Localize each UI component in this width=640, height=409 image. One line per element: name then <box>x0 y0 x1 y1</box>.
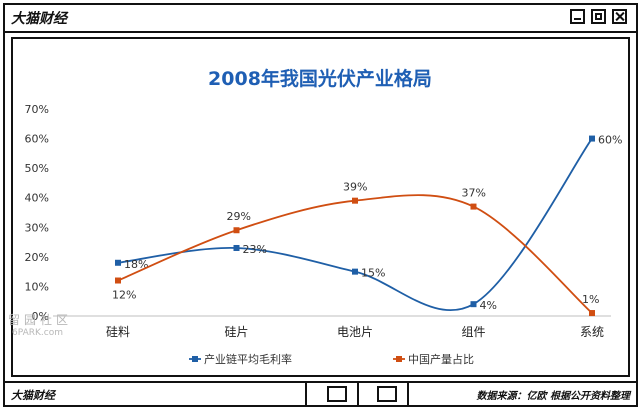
status-cell <box>377 386 397 402</box>
footer-brand: 大猫财经 <box>11 389 55 402</box>
legend-swatch-marker <box>396 356 402 362</box>
data-point <box>233 244 240 251</box>
chart-title: 2008年我国光伏产业格局 <box>208 67 432 90</box>
y-tick-label: 20% <box>25 251 49 264</box>
status-bar: 大猫财经 数据来源：亿欧 根据公开资料整理 <box>5 381 636 407</box>
y-tick-label: 50% <box>25 162 49 175</box>
y-tick-label: 60% <box>25 133 49 146</box>
data-source: 数据来源：亿欧 根据公开资料整理 <box>476 391 630 402</box>
window-title: 大猫财经 <box>11 11 67 27</box>
legend-label: 产业链平均毛利率 <box>204 352 292 366</box>
x-tick-label: 系统 <box>580 325 604 339</box>
x-tick-label: 组件 <box>461 325 485 339</box>
x-tick-label: 电池片 <box>337 325 373 339</box>
data-label: 37% <box>462 187 486 200</box>
data-label: 18% <box>124 258 148 271</box>
watermark-sub: 6PARK.com <box>12 328 63 338</box>
data-point <box>233 227 240 234</box>
window-frame: 大猫财经 2008年我国光伏产业格局 0% 10% 20% 30% 40% 50% 60% 70… <box>3 3 638 407</box>
x-tick-label: 硅料 <box>106 325 130 339</box>
data-label: 23% <box>243 243 267 256</box>
data-label: 12% <box>112 289 136 302</box>
data-label: 15% <box>361 267 385 280</box>
data-label: 4% <box>480 299 497 312</box>
maximize-icon[interactable] <box>591 9 606 24</box>
watermark: 留园社区 <box>8 313 73 327</box>
data-point <box>589 135 595 142</box>
data-point <box>352 268 358 275</box>
y-tick-label: 70% <box>25 103 49 116</box>
y-tick-label: 30% <box>25 221 49 234</box>
legend-label: 中国产量占比 <box>408 352 474 366</box>
minimize-icon[interactable] <box>570 9 585 24</box>
data-point <box>470 301 477 308</box>
data-point <box>115 277 121 284</box>
data-point <box>470 203 477 210</box>
y-tick-label: 10% <box>25 280 49 293</box>
data-label: 60% <box>598 134 622 147</box>
line-chart: 2008年我国光伏产业格局 0% 10% 20% 30% 40% 50% 60% 70% 硅料 硅片… <box>25 67 623 366</box>
status-divider <box>357 383 359 407</box>
chart-panel: 2008年我国光伏产业格局 0% 10% 20% 30% 40% 50% 60% 70% 硅料 硅片… <box>11 37 630 377</box>
legend-swatch-marker <box>192 356 198 362</box>
title-bar: 大猫财经 <box>5 5 636 33</box>
status-divider <box>305 383 307 407</box>
status-cell <box>327 386 347 402</box>
close-icon[interactable] <box>612 9 627 24</box>
y-tick-label: 40% <box>25 192 49 205</box>
status-divider <box>407 383 409 407</box>
x-tick-label: 硅片 <box>224 325 248 339</box>
data-point <box>115 259 121 266</box>
y-tick-label: 0% <box>32 310 49 323</box>
data-point <box>589 310 595 317</box>
series-line <box>117 138 593 311</box>
data-label: 39% <box>343 181 367 194</box>
data-label: 29% <box>227 210 251 223</box>
data-point <box>352 197 358 204</box>
data-label: 1% <box>582 293 599 306</box>
